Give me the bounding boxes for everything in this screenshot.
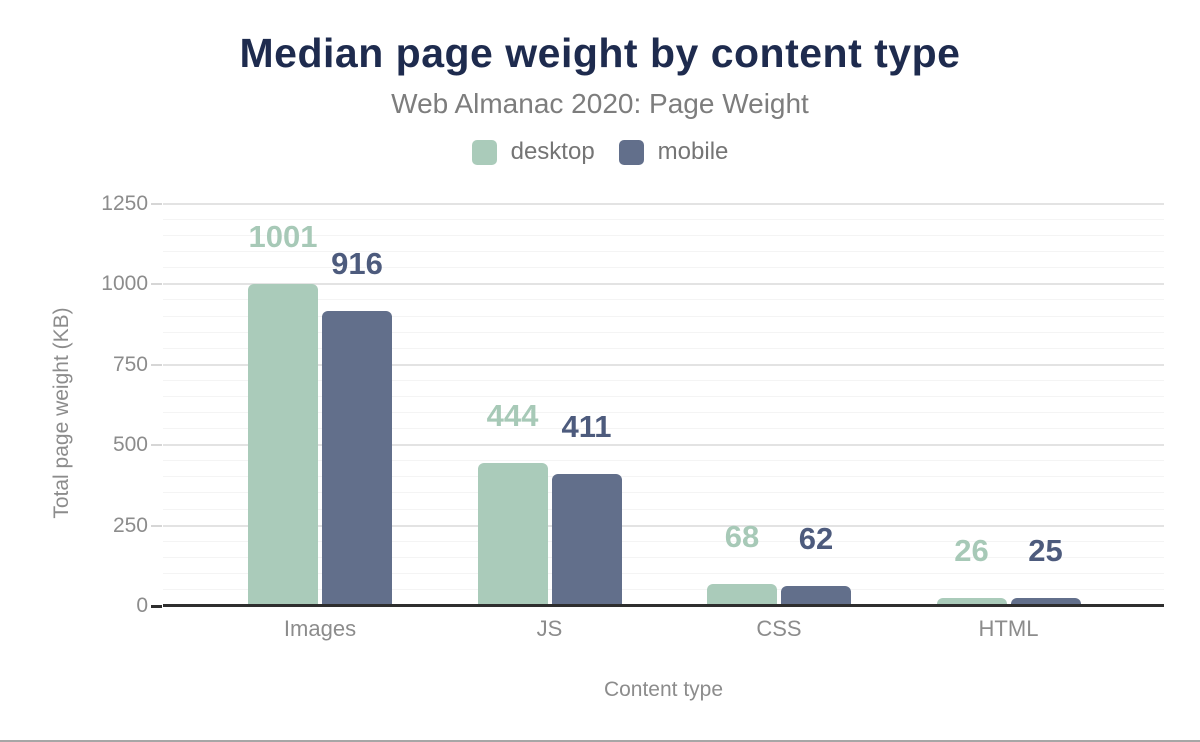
gridline-minor bbox=[163, 556, 1164, 558]
gridline-minor bbox=[163, 251, 1164, 253]
y-tick-mark bbox=[151, 524, 162, 527]
bar-mobile-html[interactable] bbox=[1010, 598, 1081, 606]
gridline-minor bbox=[163, 476, 1164, 478]
window-bottom-border bbox=[0, 740, 1200, 742]
bar-mobile-images[interactable] bbox=[322, 311, 392, 606]
y-tick-label: 500 bbox=[112, 433, 148, 457]
gridline-major bbox=[163, 444, 1164, 447]
bar-desktop-html[interactable] bbox=[936, 598, 1007, 606]
bar-value-label: 444 bbox=[486, 398, 539, 433]
y-tick-label: 750 bbox=[112, 352, 148, 376]
gridline-minor bbox=[163, 540, 1164, 542]
legend-swatch-mobile bbox=[618, 139, 644, 165]
gridline-minor bbox=[163, 347, 1164, 349]
bar-value-label: 25 bbox=[1028, 533, 1063, 568]
y-axis-title: Total page weight (KB) bbox=[50, 307, 73, 519]
gridline-minor bbox=[163, 412, 1164, 414]
bar-value-label: 1001 bbox=[248, 219, 318, 254]
x-tick-label-images: Images bbox=[283, 616, 357, 641]
x-tick-label-css: CSS bbox=[756, 616, 802, 641]
gridline-minor bbox=[163, 492, 1164, 494]
x-axis-title: Content type bbox=[603, 678, 724, 701]
legend: desktop mobile bbox=[0, 138, 1200, 166]
gridline-minor bbox=[163, 379, 1164, 381]
gridline-minor bbox=[163, 267, 1164, 269]
gridline-minor bbox=[163, 508, 1164, 510]
legend-swatch-desktop bbox=[471, 139, 497, 165]
bar-value-label: 62 bbox=[798, 521, 834, 556]
y-tick-mark bbox=[151, 363, 162, 366]
plot-area: 1001 444 68 26 916 411 62 25 bbox=[163, 203, 1164, 607]
bar-desktop-css[interactable] bbox=[707, 584, 777, 606]
gridline-minor bbox=[163, 235, 1164, 237]
bar-value-label: 916 bbox=[331, 246, 383, 281]
y-tick-label: 1250 bbox=[101, 192, 148, 215]
chart-title: Median page weight by content type bbox=[239, 30, 961, 76]
gridline-minor bbox=[163, 572, 1164, 574]
gridline-minor bbox=[163, 315, 1164, 317]
gridline-minor bbox=[163, 588, 1164, 590]
bar-value-label: 68 bbox=[724, 519, 760, 554]
y-tick-label: 1000 bbox=[101, 272, 148, 296]
bar-mobile-js[interactable] bbox=[551, 474, 622, 606]
y-tick-label: 250 bbox=[112, 513, 148, 537]
legend-label: desktop bbox=[510, 138, 595, 165]
y-tick-mark bbox=[151, 203, 162, 205]
y-tick-mark bbox=[151, 444, 162, 447]
gridline-major bbox=[163, 203, 1164, 205]
legend-item-mobile[interactable]: mobile bbox=[618, 138, 729, 166]
gridline-minor bbox=[163, 428, 1164, 430]
gridline-major bbox=[163, 283, 1164, 286]
chart-subtitle: Web Almanac 2020: Page Weight bbox=[391, 88, 809, 119]
bar-mobile-css[interactable] bbox=[781, 586, 851, 606]
bar-desktop-js[interactable] bbox=[477, 463, 548, 606]
gridline-major bbox=[163, 524, 1164, 527]
gridline-minor bbox=[163, 460, 1164, 462]
y-tick-mark bbox=[151, 283, 162, 286]
x-axis-line bbox=[163, 604, 1164, 607]
y-tick-label: 0 bbox=[136, 594, 148, 617]
gridline-minor bbox=[163, 331, 1164, 333]
gridline-minor bbox=[163, 299, 1164, 301]
gridline-minor bbox=[163, 219, 1164, 221]
bar-value-label: 411 bbox=[561, 409, 612, 444]
gridline-minor bbox=[163, 395, 1164, 397]
legend-label: mobile bbox=[657, 138, 729, 165]
x-tick-label-js: JS bbox=[536, 616, 563, 641]
legend-item-desktop[interactable]: desktop bbox=[471, 138, 595, 166]
bar-desktop-images[interactable] bbox=[248, 284, 318, 606]
x-tick-label-html: HTML bbox=[978, 616, 1039, 641]
gridline-major bbox=[163, 363, 1164, 366]
y-tick-mark bbox=[151, 605, 162, 608]
bar-value-label: 26 bbox=[954, 533, 989, 568]
